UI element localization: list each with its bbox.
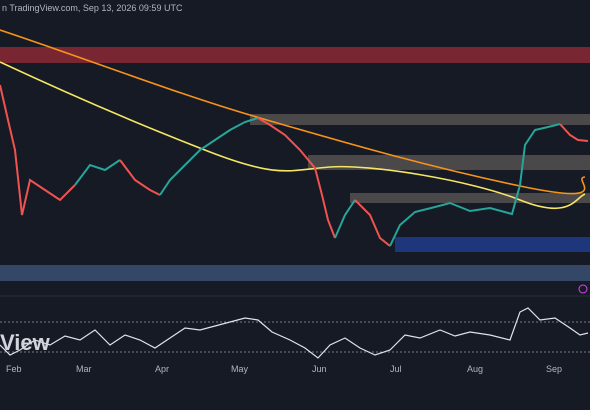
x-tick-label: Mar <box>76 364 92 374</box>
zone <box>250 114 590 125</box>
watermark: View <box>0 330 51 355</box>
x-tick-label: Jul <box>390 364 402 374</box>
x-tick-label: May <box>231 364 249 374</box>
price-down <box>354 199 391 247</box>
ma-200 <box>0 29 586 195</box>
x-tick-label: Jun <box>312 364 327 374</box>
x-tick-label: Aug <box>467 364 483 374</box>
price-up <box>159 117 259 196</box>
x-tick-label: Apr <box>155 364 169 374</box>
support-zone <box>395 237 590 252</box>
price-down <box>257 117 336 239</box>
x-tick-label: Sep <box>546 364 562 374</box>
price-down <box>119 159 161 196</box>
header-source: n TradingView.com, Sep 13, 2026 09:59 UT… <box>2 3 183 13</box>
ma-100 <box>0 61 586 210</box>
price-down <box>0 84 76 216</box>
alert-icon <box>578 284 588 294</box>
rsi-line <box>0 307 589 359</box>
zone <box>350 193 590 203</box>
price-up <box>74 159 121 186</box>
price-up <box>389 123 561 247</box>
resistance-zone <box>0 47 590 63</box>
price-down <box>559 123 589 142</box>
price-up <box>334 199 356 239</box>
zone <box>308 155 590 170</box>
x-tick-label: Feb <box>6 364 22 374</box>
support-zone <box>0 265 590 281</box>
